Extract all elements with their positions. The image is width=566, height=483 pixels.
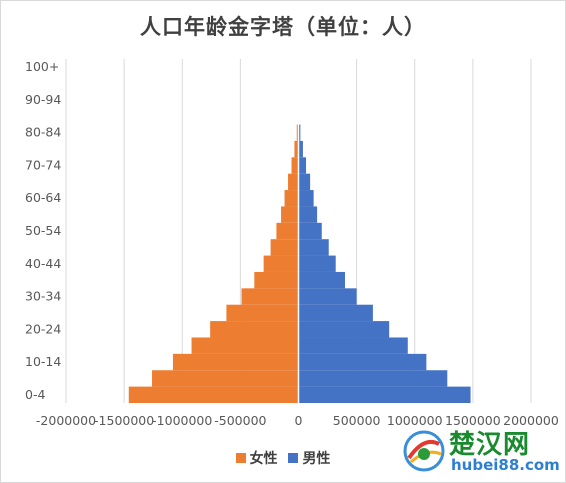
watermark-logo-icon bbox=[403, 430, 445, 472]
y-tick-label: 0-4 bbox=[25, 387, 45, 402]
bar-male-30-34 bbox=[298, 288, 357, 305]
bar-male-40-44 bbox=[298, 255, 336, 272]
bar-male-45-49 bbox=[298, 239, 329, 256]
bar-female-15-19 bbox=[191, 337, 299, 354]
legend-swatch-female bbox=[235, 453, 246, 463]
chart-title: 人口年龄金字塔（单位：人） bbox=[140, 14, 426, 39]
y-tick-label: 30-34 bbox=[25, 289, 61, 304]
y-tick-label: 60-64 bbox=[25, 190, 61, 205]
legend-label-male: 男性 bbox=[302, 451, 331, 467]
bar-male-55-59 bbox=[298, 206, 318, 223]
x-axis-ticks: -2000000-1500000-1000000 -500000 0 500000 10… bbox=[36, 413, 559, 428]
bar-female-35-39 bbox=[254, 271, 299, 289]
bar-female-60-64 bbox=[284, 190, 299, 207]
bar-male-15-19 bbox=[298, 337, 408, 354]
watermark-text: 楚汉网 bbox=[449, 430, 531, 460]
legend-label-female: 女性 bbox=[249, 451, 278, 467]
grid-lines bbox=[65, 59, 532, 403]
watermark-url: hubei88.com bbox=[451, 456, 560, 474]
bar-male-70-74 bbox=[298, 157, 307, 174]
bar-female-45-49 bbox=[270, 239, 299, 256]
x-tick-label: 0 bbox=[295, 413, 303, 428]
x-tick-label: 1500000 bbox=[445, 413, 501, 428]
legend: 女性 男性 bbox=[1, 448, 565, 468]
bar-male-80-84 bbox=[298, 124, 301, 141]
bar-male-60-64 bbox=[298, 190, 314, 207]
y-tick-label: 10-14 bbox=[25, 354, 61, 369]
bar-group bbox=[128, 124, 471, 403]
bar-female-30-34 bbox=[241, 288, 299, 305]
bar-female-40-44 bbox=[263, 255, 299, 272]
x-tick-label: -1000000 bbox=[152, 413, 212, 428]
bar-male-35-39 bbox=[298, 271, 345, 289]
x-tick-label: -1500000 bbox=[94, 413, 154, 428]
bar-female-65-69 bbox=[288, 173, 299, 191]
bar-male-65-69 bbox=[298, 173, 311, 191]
y-tick-label: 50-54 bbox=[25, 223, 61, 238]
bar-male-25-29 bbox=[298, 304, 373, 322]
bar-male-75-79 bbox=[298, 140, 303, 158]
y-tick-label: 70-74 bbox=[25, 157, 61, 172]
bar-male-0-4 bbox=[298, 386, 471, 403]
x-tick-label: -2000000 bbox=[36, 413, 96, 428]
bar-female-80-84 bbox=[296, 124, 299, 141]
x-tick-label: 2000000 bbox=[503, 413, 559, 428]
y-axis-ticks: 0-4 10-14 20-24 30-34 40-44 50-54 60-64 70-74 80… bbox=[25, 59, 61, 402]
y-tick-label: 20-24 bbox=[25, 321, 61, 336]
bar-female-50-54 bbox=[276, 222, 299, 240]
bar-female-10-14 bbox=[172, 353, 299, 371]
y-tick-label: 80-84 bbox=[25, 125, 61, 140]
bar-female-5-9 bbox=[152, 370, 299, 387]
x-tick-label: -500000 bbox=[214, 413, 266, 428]
legend-item-male: 男性 bbox=[288, 448, 330, 468]
y-tick-label: 100+ bbox=[25, 59, 59, 74]
bar-female-55-59 bbox=[281, 206, 299, 223]
bar-female-70-74 bbox=[291, 157, 299, 174]
bar-male-10-14 bbox=[298, 353, 427, 371]
bar-male-5-9 bbox=[298, 370, 448, 387]
y-tick-label: 90-94 bbox=[25, 92, 61, 107]
watermark: 楚汉网 hubei88.com bbox=[401, 426, 560, 478]
bar-female-75-79 bbox=[294, 140, 299, 158]
x-tick-label: 1000000 bbox=[387, 413, 443, 428]
bar-female-25-29 bbox=[226, 304, 299, 322]
bar-male-20-24 bbox=[298, 321, 390, 338]
legend-item-female: 女性 bbox=[235, 448, 278, 468]
bar-female-20-24 bbox=[210, 321, 299, 338]
y-tick-label: 40-44 bbox=[25, 256, 61, 271]
bar-female-0-4 bbox=[128, 386, 299, 403]
bar-male-50-54 bbox=[298, 222, 322, 240]
legend-swatch-male bbox=[288, 453, 299, 463]
x-tick-label: 500000 bbox=[333, 413, 381, 428]
